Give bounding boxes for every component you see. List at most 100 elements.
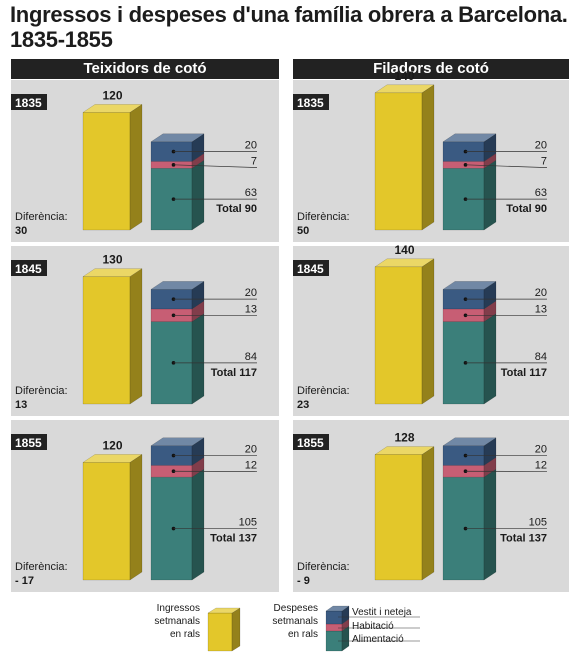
legend-item-text: Alimentació (352, 634, 404, 645)
expense-value-food: 84 (535, 351, 547, 363)
income-value-label: 130 (102, 253, 122, 267)
expense-clothing-weavers-1845 (150, 280, 205, 310)
expense-clothing-spinners-1835 (442, 133, 497, 162)
expense-clothing-weavers-1835-side (191, 133, 205, 162)
income-bar-weavers-1845-top (82, 268, 143, 277)
difference-value: 50 (297, 225, 309, 237)
year-badge-bg (293, 434, 329, 450)
year-label: 1835 (15, 96, 42, 110)
income-bar-spinners-1835-top (374, 84, 435, 94)
income-bar-weavers-1835-top (82, 104, 143, 113)
expense-food-weavers-1835 (150, 159, 205, 231)
expense-clothing-weavers-1835-top (150, 133, 205, 143)
expense-housing-spinners-1855-side (483, 456, 497, 478)
expense-housing-spinners-1845-side (483, 300, 497, 323)
panel-chart: 1855 Diferència: - 9 128 20 12 105 Total 137 (293, 431, 548, 587)
expense-clothing-spinners-1835-top (442, 133, 497, 143)
expense-value-clothing: 20 (535, 287, 547, 299)
total-label: Total 137 (210, 533, 257, 545)
expense-housing-weavers-1845-side (191, 300, 205, 323)
expense-value-clothing: 20 (245, 444, 257, 456)
expense-clothing-spinners-1845-side (483, 280, 497, 310)
expense-value-housing: 12 (535, 460, 547, 472)
difference-label: Diferència: (297, 385, 350, 397)
expense-value-housing: 7 (251, 156, 257, 168)
income-bar-weavers-1845-side (129, 268, 143, 405)
expense-value-clothing: 20 (535, 140, 547, 152)
income-bar-spinners-1845-top (374, 258, 435, 268)
expense-clothing-weavers-1855 (150, 437, 205, 466)
panel-spinners-1845: 1845 Diferència: 23 140 20 13 84 Total 117 (293, 243, 569, 416)
expense-food-spinners-1845-side (483, 313, 497, 405)
leader-line-housing (173, 164, 258, 168)
difference-label: Diferència: (297, 211, 350, 223)
income-value-label: 120 (102, 438, 122, 452)
difference-label: Diferència: (15, 385, 68, 397)
panel-weavers-1835: 1835 Diferència: 30 120 20 7 63 Total 90 (11, 80, 279, 242)
year-label: 1855 (297, 436, 324, 450)
expense-value-housing: 13 (245, 303, 257, 315)
difference-label: Diferència: (297, 561, 350, 573)
expense-value-food: 105 (529, 517, 547, 529)
expense-value-clothing: 20 (535, 444, 547, 456)
expense-clothing-weavers-1835 (150, 133, 205, 162)
difference-label: Diferència: (15, 561, 68, 573)
difference-value: 13 (15, 399, 27, 411)
panel-spinners-1835: 1835 Diferència: 50 140 20 7 63 Total 90 (293, 69, 569, 242)
difference-value: - 9 (297, 575, 310, 587)
expense-food-weavers-1835-side (191, 159, 205, 231)
legend-income-text: en rals (170, 629, 200, 640)
legend-seg-front (325, 623, 343, 632)
income-bar-weavers-1855-top (82, 454, 143, 463)
expense-value-housing: 7 (541, 156, 547, 168)
income-bar-spinners-1845 (374, 258, 435, 405)
expense-clothing-weavers-1855-top (150, 437, 205, 446)
legend-income-front (207, 612, 233, 652)
expense-clothing-weavers-1845-top (150, 281, 205, 290)
expense-value-food: 63 (245, 187, 257, 199)
legend-expense-swatch (325, 605, 350, 652)
expense-housing-spinners-1835-front (442, 161, 485, 169)
total-label: Total 117 (501, 367, 547, 379)
difference-label: Diferència: (15, 211, 68, 223)
income-bar-spinners-1855-top (374, 446, 435, 455)
expense-food-weavers-1855-side (191, 468, 205, 581)
income-bar-spinners-1855 (374, 446, 435, 581)
difference-value: 30 (15, 225, 27, 237)
expense-food-spinners-1835 (442, 159, 497, 231)
total-label: Total 90 (216, 203, 257, 215)
legend-seg-front (325, 610, 343, 625)
expense-clothing-spinners-1835-side (483, 133, 497, 162)
legend-item-text: Vestit i neteja (352, 607, 412, 618)
income-bar-weavers-1835-side (129, 103, 143, 231)
expense-clothing-spinners-1855 (442, 437, 497, 466)
expense-value-housing: 13 (535, 303, 547, 315)
income-bar-spinners-1845-side (421, 258, 435, 405)
total-label: Total 137 (500, 533, 547, 545)
panel-chart: 1835 Diferència: 30 120 20 7 63 Total 90 (11, 88, 258, 237)
panel-chart: 1855 Diferència: - 17 120 20 12 105 Total 137 (11, 434, 258, 587)
leader-line-housing (465, 164, 548, 168)
legend-seg-top (325, 605, 350, 612)
column-header-spinners: Filadors de cotó (293, 59, 569, 79)
chart-title: Ingressos i despeses d'una família obrer… (10, 2, 568, 52)
year-label: 1845 (297, 262, 324, 276)
year-label: 1835 (297, 96, 324, 110)
expense-value-food: 105 (239, 517, 257, 529)
expense-clothing-spinners-1845 (442, 280, 497, 310)
expense-value-food: 84 (245, 351, 257, 363)
difference-value: 23 (297, 399, 309, 411)
legend-chart: Ingressos setmanals en rals Despeses setmana… (154, 603, 420, 652)
panel-weavers-1845: 1845 Diferència: 13 130 20 13 84 Total 117 (11, 246, 279, 416)
expense-value-housing: 12 (245, 460, 257, 472)
year-badge-bg (293, 94, 329, 110)
income-bar-spinners-1835-side (421, 84, 435, 231)
expense-housing-weavers-1835 (150, 152, 205, 169)
expense-food-weavers-1845 (150, 313, 205, 405)
income-bar-weavers-1855 (82, 453, 143, 581)
income-value-label: 120 (102, 88, 122, 102)
panel-spinners-1855: 1855 Diferència: - 9 128 20 12 105 Total 137 (293, 420, 569, 592)
income-bar-spinners-1845-front (374, 266, 423, 405)
panel-chart: 1845 Diferència: 13 130 20 13 84 Total 117 (11, 253, 257, 411)
legend-income-text: Ingressos (157, 603, 200, 614)
